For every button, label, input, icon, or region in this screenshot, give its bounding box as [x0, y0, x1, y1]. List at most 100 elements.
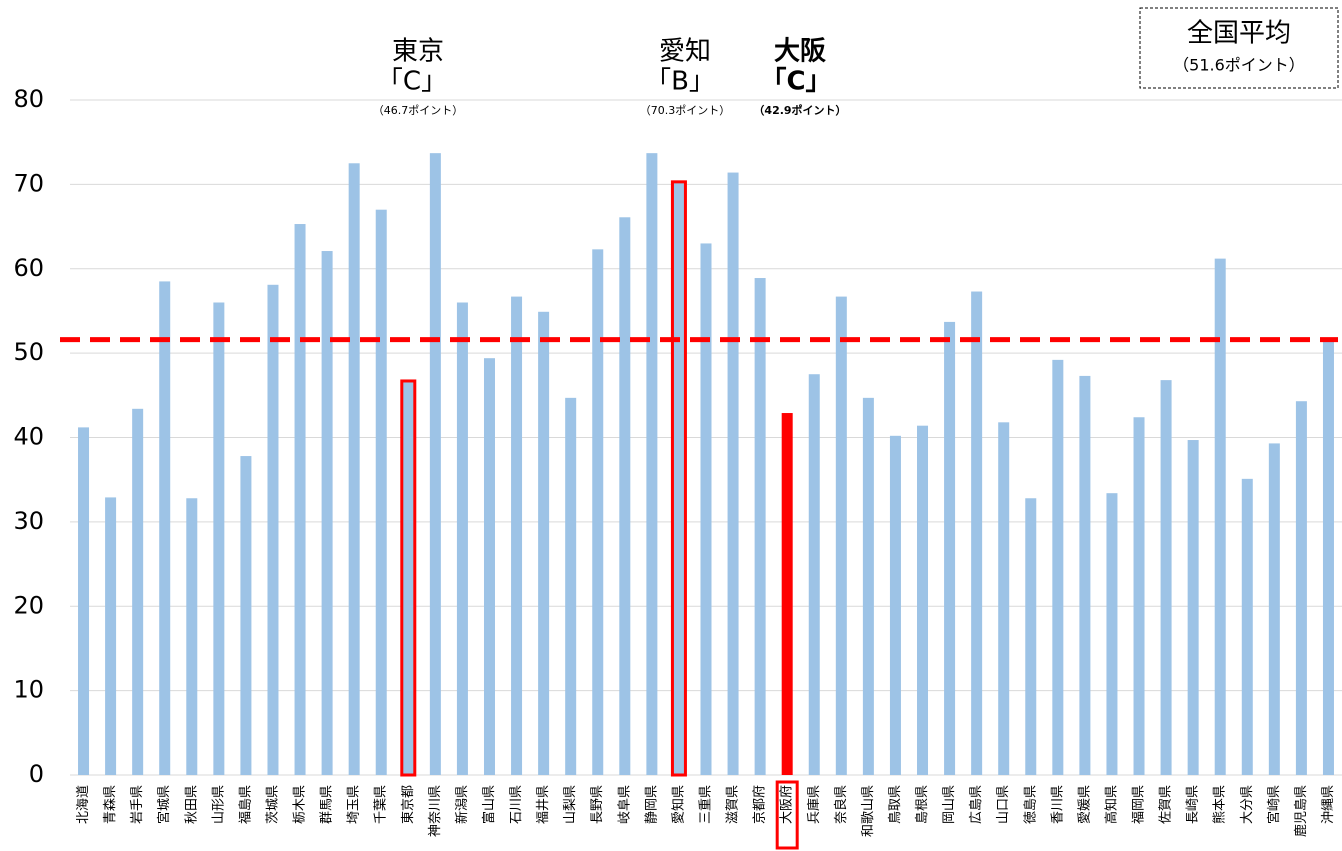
bar: [835, 296, 847, 775]
x-tick-label: 熊本県: [1212, 785, 1228, 824]
x-tick-label: 福島県: [238, 785, 253, 824]
bar: [781, 413, 793, 775]
bar: [429, 153, 441, 775]
bar: [1052, 359, 1064, 775]
x-tick-label: 新潟県: [454, 785, 470, 824]
x-tick-label: 山形県: [211, 785, 226, 824]
x-tick-label: 大阪府: [780, 785, 795, 824]
x-tick-label: 福岡県: [1132, 785, 1147, 824]
x-tick-label: 愛知県: [670, 785, 686, 824]
x-tick-label: 広島県: [969, 785, 984, 824]
annotation-name: 大阪: [774, 37, 826, 67]
y-tick-label: 80: [13, 85, 44, 113]
annotation-name: 愛知: [659, 37, 711, 67]
bar: [565, 397, 577, 775]
x-tick-label: 徳島県: [1023, 785, 1038, 824]
x-tick-label: 長野県: [590, 785, 605, 824]
bar: [511, 296, 523, 775]
y-tick-label: 70: [13, 169, 44, 197]
bar: [400, 379, 417, 777]
bar: [619, 217, 631, 775]
bar: [1295, 401, 1307, 775]
x-tick-label: 佐賀県: [1159, 785, 1174, 824]
x-tick-label: 宮崎県: [1266, 785, 1282, 824]
x-tick-label: 長崎県: [1186, 785, 1201, 824]
bar: [321, 251, 333, 775]
x-tick-label: 香川県: [1050, 785, 1065, 824]
bar: [889, 435, 901, 775]
annotation-grade: 「C」: [377, 67, 447, 97]
x-tick-label: 青森県: [103, 785, 118, 824]
bar: [1241, 478, 1253, 775]
x-tick-label: 岡山県: [942, 785, 957, 824]
bar: [1025, 498, 1037, 775]
x-tick-label: 兵庫県: [807, 785, 822, 824]
average-label: （51.6ポイント）: [1173, 56, 1305, 75]
annotation-grade: 「B」: [645, 67, 715, 97]
x-tick-label: 埼玉県: [347, 785, 362, 824]
bar: [646, 153, 658, 775]
x-tick-label: 石川県: [509, 785, 524, 824]
x-tick-label: 大分県: [1240, 785, 1255, 824]
bar: [78, 427, 90, 775]
annotation-points: （70.3ポイント）: [640, 104, 731, 117]
label-highlight: [775, 780, 799, 850]
bar: [862, 397, 874, 775]
bar: [1160, 380, 1172, 775]
bar: [1187, 440, 1199, 775]
bar: [1106, 493, 1118, 775]
annotation-points: （46.7ポイント）: [373, 104, 464, 117]
x-tick-label: 秋田県: [184, 785, 199, 824]
x-tick-label: 島根県: [915, 785, 930, 824]
x-tick-label: 栃木県: [293, 785, 308, 824]
bar: [917, 425, 929, 775]
x-tick-label: 北海道: [76, 785, 91, 824]
bar: [105, 497, 117, 775]
bar: [592, 249, 604, 775]
bar: [538, 311, 550, 775]
bar: [1133, 417, 1145, 775]
bar: [1322, 341, 1334, 775]
x-tick-label: 京都府: [753, 785, 768, 824]
y-tick-label: 50: [13, 338, 44, 366]
bar: [670, 180, 687, 777]
bar: [944, 321, 956, 775]
bar: [483, 358, 495, 775]
bar: [456, 302, 468, 775]
x-tick-label: 岐阜県: [616, 785, 632, 824]
bar: [267, 284, 279, 775]
y-tick-label: 60: [13, 254, 44, 282]
bar: [348, 163, 360, 775]
y-tick-label: 40: [13, 423, 44, 451]
bar: [971, 291, 983, 775]
bar: [375, 209, 387, 775]
bar: [700, 243, 712, 775]
x-tick-label: 沖縄県: [1321, 785, 1336, 824]
x-tick-label: 滋賀県: [726, 785, 741, 824]
x-tick-label: 高知県: [1103, 785, 1119, 824]
bar: [294, 224, 306, 775]
x-tick-label: 三重県: [698, 785, 714, 824]
x-tick-label: 鹿児島県: [1293, 785, 1309, 837]
x-tick-label: 東京都: [400, 785, 416, 824]
x-tick-label: 山梨県: [563, 785, 578, 824]
bar: [213, 302, 225, 775]
x-tick-label: 群馬県: [320, 785, 335, 824]
x-tick-label: 奈良県: [833, 785, 849, 824]
x-tick-label: 岩手県: [130, 785, 145, 824]
x-tick-label: 山口県: [996, 785, 1011, 824]
x-tick-label: 静岡県: [644, 785, 659, 824]
bar: [998, 422, 1010, 775]
y-tick-label: 0: [29, 760, 44, 788]
bar: [1214, 258, 1226, 775]
bar: [1079, 375, 1091, 775]
bar: [727, 172, 739, 775]
bar: [240, 456, 252, 775]
annotation-grade: 「C」: [760, 66, 831, 97]
bar: [132, 408, 144, 775]
bar: [1268, 443, 1280, 775]
y-tick-label: 20: [13, 591, 44, 619]
bar: [808, 374, 820, 775]
x-tick-label: 愛媛県: [1077, 785, 1092, 824]
